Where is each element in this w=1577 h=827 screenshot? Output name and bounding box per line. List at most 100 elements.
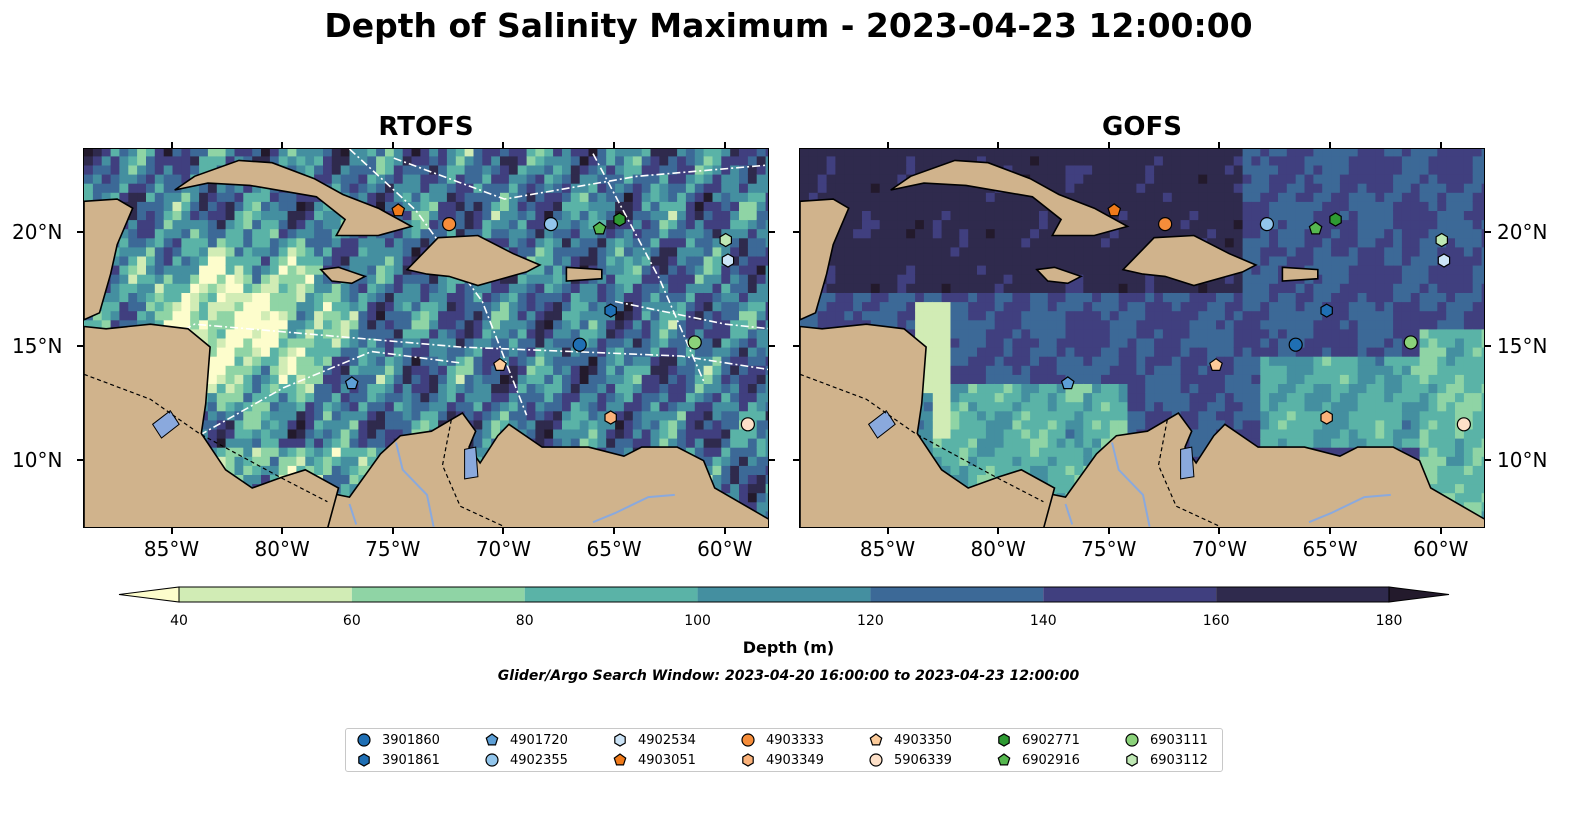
x-tick-label-gofs: 60°W [1413, 537, 1469, 561]
float-legend: 3901860 3901861 4901720 4902355 4902534 49030… [345, 728, 1223, 772]
legend-item-6902771: 6902771 [996, 732, 1080, 748]
colorbar-segment-60 [351, 587, 525, 602]
float-marker-4902355[interactable] [543, 216, 559, 232]
float-marker-6903112[interactable] [1435, 232, 1449, 248]
float-marker-4902534[interactable] [1437, 253, 1451, 268]
float-marker-6903112[interactable] [719, 232, 733, 248]
map-panel-rtofs [83, 148, 769, 528]
x-tick-mark [997, 528, 1000, 534]
y-tick-label-gofs: 15°N [1497, 333, 1548, 358]
landmass-central-america [800, 323, 1056, 527]
x-tick-mark [1218, 528, 1221, 534]
colorbar-tick-label: 40 [170, 613, 188, 629]
legend-item-4903333: 4903333 [740, 732, 824, 748]
y-tick-mark [77, 344, 83, 347]
float-marker-4903349[interactable] [604, 410, 617, 425]
colorbar-segment-120 [870, 587, 1044, 602]
x-tick-mark [170, 142, 173, 148]
float-markers [1060, 203, 1471, 432]
x-tick-label-rtofs: 60°W [697, 537, 753, 561]
x-tick-mark [1439, 528, 1442, 534]
circle-marker-icon [1125, 733, 1139, 747]
float-marker-3901861[interactable] [1320, 303, 1333, 318]
colorbar-segment-140 [1043, 587, 1217, 602]
x-tick-label-gofs: 85°W [859, 537, 916, 561]
border-line [441, 419, 505, 527]
landmass-hispaniola [405, 234, 542, 287]
float-marker-6903111[interactable] [1403, 335, 1418, 350]
river-0 [1308, 493, 1391, 524]
float-marker-4903350[interactable] [493, 357, 507, 371]
float-marker-4903333[interactable] [1158, 216, 1173, 232]
colorbar-segment-80 [524, 587, 698, 602]
float-marker-6902771[interactable] [613, 212, 626, 227]
landmass-cuba [890, 159, 1130, 237]
float-marker-3901861[interactable] [604, 303, 617, 318]
x-tick-mark [502, 142, 505, 148]
x-tick-mark [1107, 142, 1110, 148]
legend-label: 6903111 [1150, 732, 1208, 748]
legend-item-6903111: 6903111 [1124, 732, 1208, 748]
x-tick-label-rtofs: 80°W [254, 537, 310, 561]
circle-marker-icon [869, 753, 883, 767]
float-marker-4901720[interactable] [344, 376, 359, 390]
float-marker-4903349[interactable] [1320, 410, 1333, 425]
x-tick-label-gofs: 75°W [1081, 537, 1137, 561]
search-window-text: Glider/Argo Search Window: 2023-04-20 16… [497, 668, 1080, 684]
x-tick-mark [281, 528, 284, 534]
float-marker-5906339[interactable] [1456, 417, 1471, 432]
river-1 [1111, 442, 1151, 527]
float-marker-6903111[interactable] [687, 335, 702, 350]
float-marker-4903333[interactable] [442, 216, 457, 232]
pentagon-marker-icon [869, 733, 883, 746]
float-marker-5906339[interactable] [740, 417, 755, 432]
landmass-yucatan [84, 198, 134, 321]
float-marker-3901860[interactable] [572, 337, 587, 352]
x-tick-mark [997, 142, 1000, 148]
float-marker-3901860[interactable] [1288, 337, 1303, 352]
legend-label: 4902355 [510, 752, 568, 768]
legend-item-5906339: 5906339 [868, 752, 952, 768]
panel-title-rtofs: RTOFS [378, 112, 474, 142]
legend-label: 6902916 [1022, 752, 1080, 768]
float-marker-4903350[interactable] [1209, 357, 1223, 371]
x-tick-mark [1218, 142, 1221, 148]
y-tick-mark [769, 344, 775, 347]
y-tick-mark [769, 458, 775, 461]
pentagon-marker-icon [485, 733, 499, 746]
y-tick-mark [77, 458, 83, 461]
colorbar-tick-label: 80 [515, 613, 534, 629]
x-tick-mark [1329, 528, 1332, 534]
circle-marker-icon [485, 753, 499, 767]
colorbar-extend-high [1388, 586, 1450, 603]
float-marker-6902916[interactable] [592, 221, 607, 235]
glider-track-0 [84, 323, 768, 382]
x-tick-mark [391, 142, 394, 148]
colorbar-extend-low [118, 586, 180, 603]
x-tick-label-gofs: 80°W [970, 537, 1026, 561]
map-panel-gofs [799, 148, 1485, 528]
legend-item-3901860: 3901860 [356, 732, 440, 748]
panel-title-gofs: GOFS [1102, 112, 1182, 142]
landmass-puerto-rico [565, 266, 603, 282]
colorbar-segment-160 [1216, 587, 1389, 602]
x-tick-label-gofs: 65°W [1302, 537, 1358, 561]
colorbar-segment-40 [179, 587, 352, 602]
x-tick-mark [1439, 142, 1442, 148]
colorbar-tick-label: 100 [684, 613, 711, 629]
y-tick-mark [77, 231, 83, 234]
float-marker-4901720[interactable] [1060, 376, 1075, 390]
x-tick-label-rtofs: 75°W [365, 537, 421, 561]
float-marker-4902355[interactable] [1259, 216, 1275, 232]
x-tick-mark [281, 142, 284, 148]
float-marker-6902771[interactable] [1329, 212, 1342, 227]
colorbar-frame [178, 586, 1390, 603]
circle-marker-icon [741, 733, 755, 747]
figure-title: Depth of Salinity Maximum - 2023-04-23 1… [324, 6, 1253, 45]
landmass-jamaica [319, 266, 368, 285]
float-marker-4902534[interactable] [721, 253, 735, 268]
float-marker-4903051[interactable] [1107, 203, 1122, 217]
float-marker-6902916[interactable] [1308, 221, 1323, 235]
landmass-central-america [84, 323, 340, 527]
float-marker-4903051[interactable] [391, 203, 406, 217]
